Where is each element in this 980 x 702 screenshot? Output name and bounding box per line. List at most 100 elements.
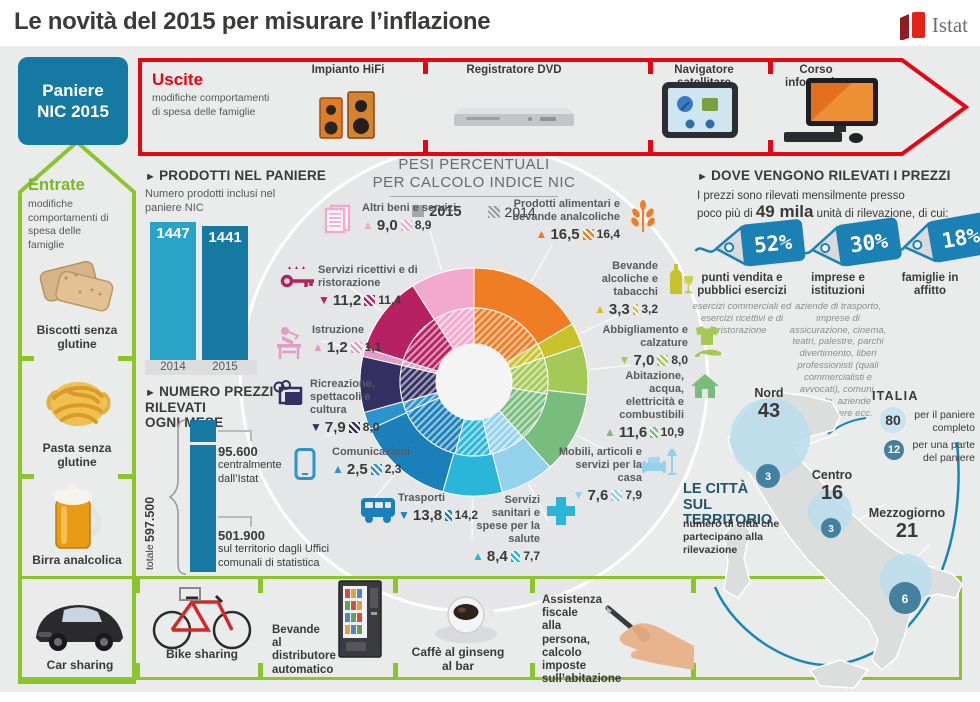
sofa-lamp-icon (642, 448, 678, 478)
hatch-2014-chip (650, 426, 658, 438)
callout-abbigliamento: Abbigliamento e calzature ▼ 7,0 8,0 (590, 324, 721, 369)
leader-line (250, 516, 252, 527)
hatch-2014-chip (350, 341, 362, 353)
tag-caption-punti-vendita: punti vendita e pubblici esercizi eserci… (692, 272, 792, 336)
divider (135, 579, 140, 593)
callout-comunicazioni: Comunicazioni ▲ 2,5 2,3 (294, 446, 442, 480)
beer-image (54, 485, 102, 549)
svg-text:52%: 52% (753, 230, 794, 258)
italia-partial-circle: 12 (884, 440, 904, 460)
bottle-glass-icon (668, 262, 694, 296)
italy-map: 3 3 6 (713, 391, 963, 689)
svg-text:3: 3 (828, 524, 834, 535)
total-brace (168, 419, 187, 575)
legend-2015-swatch (412, 205, 425, 217)
trend-arrow-icon: ▲ (472, 549, 484, 564)
bar-year-2015: 2015 (212, 361, 238, 373)
bar-2015: 1441 (202, 226, 248, 360)
arrow-bullet-icon: ► (697, 171, 709, 183)
shirt-heel-icon (690, 326, 724, 358)
dove-intro-line1: I prezzi sono rilevati mensilmente press… (697, 190, 905, 202)
culture-icon (272, 380, 304, 408)
callout-servizi-sanitari: Servizi sanitari e spese per la salute ▲… (472, 494, 575, 565)
callout-servizi-ricettivi: Servizi ricettivi e di ristorazione ▼ 11,… (280, 264, 430, 309)
vending-machine-image (338, 580, 382, 658)
writing-hand-image (605, 605, 694, 670)
house-icon (690, 372, 720, 400)
map-arc (713, 441, 960, 667)
mezzogiorno-label: Mezzogiorno 21 (868, 506, 946, 542)
callout-altri-beni: Altri beni e servizi ▲ 9,0 8,9 (324, 202, 494, 234)
citta-territorio-subtitle: numero di città che partecipano alla ril… (683, 518, 780, 557)
divider (691, 579, 696, 593)
divider (390, 196, 558, 197)
bike-sharing-image (152, 587, 252, 650)
leader-line (250, 430, 252, 441)
divider (530, 579, 535, 593)
divider (118, 356, 132, 361)
smartphone-icon (294, 448, 316, 480)
istat-logo-text: Istat (931, 12, 968, 37)
page-title: Le novità del 2015 per misurare l’inflaz… (14, 8, 491, 35)
arrow-bullet-icon: ► (145, 387, 157, 399)
hatch-2014-chip (348, 421, 360, 433)
divider (530, 663, 535, 677)
sardinia (723, 518, 751, 599)
prodotti-heading: ► PRODOTTI NEL PANIERE (145, 168, 327, 183)
divider (20, 474, 34, 479)
hatch-2014-chip (582, 228, 594, 240)
entrate-item-birra: Birra analcolica (32, 553, 122, 567)
tag-caption-imprese: imprese e istituzioni aziende di traspor… (789, 272, 887, 419)
hatch-2014-chip (611, 489, 623, 501)
stacked-segment-istat (190, 420, 216, 442)
bottom-item-assistenza: Assistenza fiscale alla persona, calcolo… (542, 594, 622, 686)
mezzogiorno-partial-circle (889, 582, 921, 614)
divider (135, 663, 140, 677)
trend-arrow-icon: ▲ (362, 218, 374, 233)
bottom-item-bike-sharing: Bike sharing (165, 647, 239, 661)
italia-complete-caption: per il paniere completo (914, 409, 975, 434)
medical-cross-icon (546, 496, 576, 526)
trend-arrow-icon: ▲ (604, 425, 616, 440)
uscite-banner-arrow (138, 58, 970, 156)
price-tag-52: 52% (694, 219, 806, 267)
bar-baseline (145, 360, 257, 375)
uscite-item-dvd: Registratore DVD (466, 64, 562, 76)
hatch-2014-chip (400, 219, 412, 231)
trend-arrow-icon: ▲ (594, 302, 606, 317)
istat-logo-icon (899, 12, 925, 40)
donut-title: PESI PERCENTUALI PER CALCOLO INDICE NIC (372, 156, 576, 191)
uscite-title: Uscite (152, 70, 204, 89)
key-icon (280, 266, 316, 290)
price-tag-30: 30% (790, 217, 902, 267)
bottom-band (18, 576, 962, 680)
trend-arrow-icon: ▼ (398, 508, 410, 523)
uscite-item-hifi: Impianto HiFi (311, 64, 385, 76)
istat-logo: Istat (898, 10, 968, 40)
hatch-2014-chip (364, 294, 376, 306)
leader-line (218, 516, 252, 518)
divider (258, 579, 263, 593)
sicily (808, 659, 870, 689)
entrate-item-biscotti: Biscotti senza glutine (36, 323, 118, 351)
education-icon (274, 326, 304, 360)
bar-2014: 1447 (150, 222, 196, 360)
divider (118, 474, 132, 479)
centro-partial-circle (821, 518, 841, 538)
italia-label: ITALIA (872, 389, 919, 403)
centro-label: Centro 16 (811, 468, 853, 504)
trend-arrow-icon: ▲ (312, 340, 324, 355)
prezzi-territorio: 501.900 sul territorio dagli Uffici comun… (218, 528, 330, 569)
svg-text:6: 6 (902, 592, 909, 606)
svg-text:3: 3 (765, 471, 771, 483)
callout-bevande-alcoliche: Bevande alcoliche e tabacchi ▲ 3,3 3,2 (594, 260, 694, 318)
trend-arrow-icon: ▼ (318, 293, 330, 308)
trend-arrow-icon: ▼ (310, 420, 322, 435)
italia-leader-line (827, 417, 867, 435)
nord-partial-circle (756, 464, 780, 488)
computer-image (784, 78, 878, 143)
callout-ricreazione: Ricreazione, spettacoli e cultura ▼ 7,9 8,… (273, 378, 402, 436)
car-sharing-image (36, 604, 123, 651)
dove-49mila: 49 mila (755, 202, 814, 221)
